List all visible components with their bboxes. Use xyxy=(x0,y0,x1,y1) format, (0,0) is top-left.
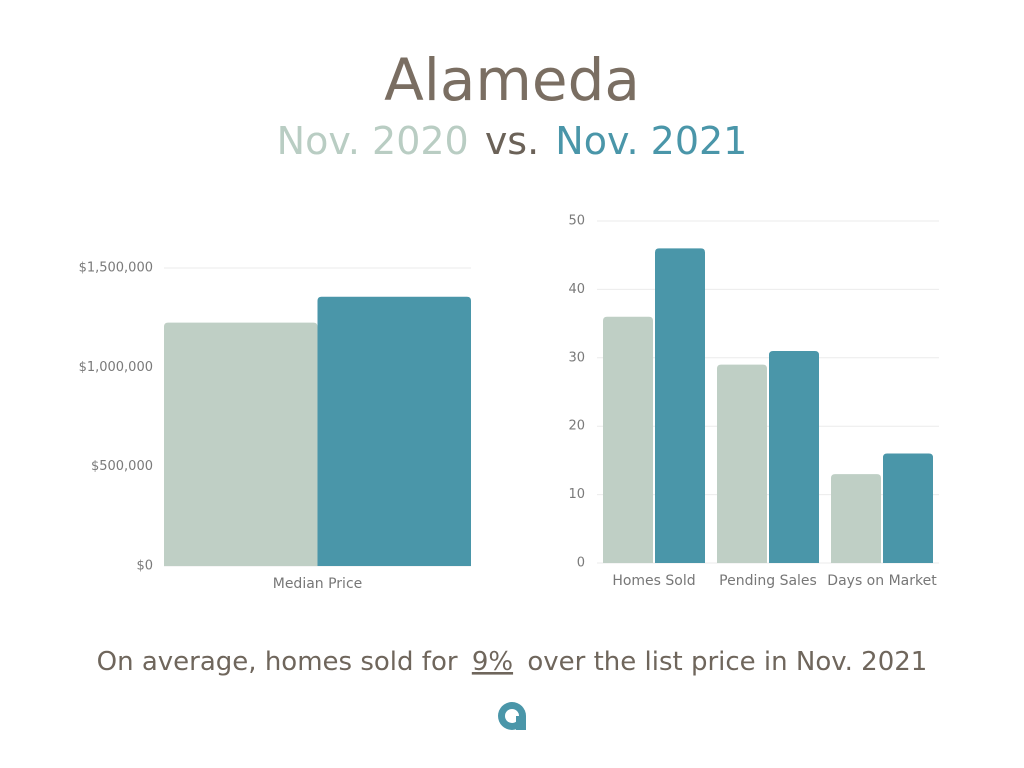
subtitle-vs: vs. xyxy=(485,119,539,163)
logo-inner xyxy=(505,709,519,723)
y-tick-label: $1,000,000 xyxy=(79,360,153,375)
subtitle-year-2021: Nov. 2021 xyxy=(555,119,747,163)
y-tick-label: 10 xyxy=(568,487,585,502)
bar xyxy=(883,453,933,563)
bar xyxy=(717,364,767,563)
bar xyxy=(655,248,705,564)
title: Alameda xyxy=(384,46,640,114)
bar xyxy=(317,296,471,566)
footer-note: On average, homes sold for 9% over the l… xyxy=(97,647,928,677)
bar xyxy=(603,316,653,563)
bar xyxy=(769,350,819,563)
chart: 0 10 20 30 40 50 Homes Sold Pending Sales Days o… xyxy=(568,214,939,589)
y-tick-label: $0 xyxy=(136,559,153,574)
bar xyxy=(831,474,881,563)
y-tick-label: 30 xyxy=(568,350,585,365)
x-tick-label: Pending Sales xyxy=(719,573,817,589)
y-tick-label: 50 xyxy=(568,214,585,229)
chart: $0 $500,000 $1,000,000 $1,500,000 Median Pri… xyxy=(79,261,471,592)
x-tick-label: Median Price xyxy=(273,576,363,592)
y-tick-label: 40 xyxy=(568,282,585,297)
y-tick-label: 20 xyxy=(568,419,585,434)
logo-stem xyxy=(516,716,526,730)
footer-highlight: 9% xyxy=(472,647,513,677)
subtitle: Nov. 2020 vs. Nov. 2021 xyxy=(277,119,748,163)
footer-after: over the list price in Nov. 2021 xyxy=(527,647,927,677)
logo xyxy=(498,702,526,730)
y-tick-label: $1,500,000 xyxy=(79,261,153,276)
y-tick-label: $500,000 xyxy=(91,459,153,474)
bar xyxy=(164,322,318,566)
x-tick-label: Homes Sold xyxy=(612,573,695,589)
y-tick-label: 0 xyxy=(577,556,585,571)
x-tick-label: Days on Market xyxy=(827,573,937,589)
charts: $0 $500,000 $1,000,000 $1,500,000 Median Pri… xyxy=(79,214,939,592)
footer-before: On average, homes sold for xyxy=(97,647,458,677)
subtitle-year-2020: Nov. 2020 xyxy=(277,119,469,163)
